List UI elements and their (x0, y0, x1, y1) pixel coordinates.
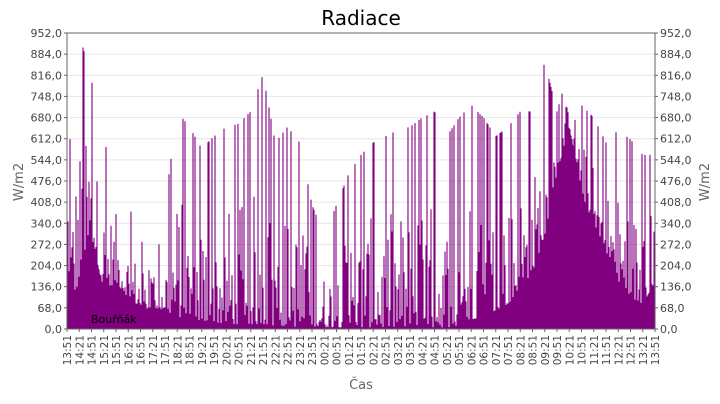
y-tick-label-right: 544,0 (660, 154, 692, 167)
y-tick-label-right: 748,0 (660, 90, 692, 103)
x-axis-label: Čas (349, 377, 373, 393)
y-tick-label-left: 680,0 (31, 112, 63, 125)
x-tick-label: 11:51 (601, 335, 613, 365)
chart-title: Radiace (321, 6, 401, 30)
x-tick-label: 14:51 (87, 335, 99, 365)
x-tick-label: 10:51 (577, 335, 589, 365)
x-tick-label: 08:51 (528, 335, 540, 365)
x-tick-label: 00:51 (332, 335, 344, 365)
x-tick-label: 05:21 (442, 335, 454, 365)
x-tick-label: 19:21 (197, 335, 209, 365)
x-tick-label: 21:21 (246, 335, 258, 365)
x-tick-label: 09:21 (540, 335, 552, 365)
y-tick-label-left: 136,0 (31, 281, 63, 294)
x-tick-label: 18:21 (172, 335, 184, 365)
x-tick-label: 09:51 (552, 335, 564, 365)
x-tick-label: 17:51 (160, 335, 172, 365)
x-tick-label: 10:21 (564, 335, 576, 365)
x-tick-label: 06:51 (479, 335, 491, 365)
x-tick-label: 23:51 (307, 335, 319, 365)
x-tick-label: 03:51 (405, 335, 417, 365)
x-tick-label: 11:21 (589, 335, 601, 365)
x-tick-label: 23:21 (295, 335, 307, 365)
x-tick-label: 01:51 (356, 335, 368, 365)
y-tick-label-left: 68,0 (38, 302, 63, 315)
y-tick-label-right: 816,0 (660, 69, 692, 82)
y-tick-label-left: 272,0 (31, 238, 63, 251)
legend: Bouřňák (72, 313, 137, 326)
y-tick-label-right: 680,0 (660, 112, 692, 125)
x-tick-label: 07:21 (491, 335, 503, 365)
y-tick-label-left: 204,0 (31, 260, 63, 273)
x-tick-label: 22:51 (283, 335, 295, 365)
x-tick-label: 06:21 (466, 335, 478, 365)
x-tick-label: 15:51 (111, 335, 123, 365)
x-tick-label: 20:21 (221, 335, 233, 365)
y-tick-label-right: 204,0 (660, 260, 692, 273)
y-axis-label-right: W/m2 (698, 163, 713, 201)
x-tick-label: 04:51 (430, 335, 442, 365)
series-area (67, 127, 655, 330)
x-tick-label: 13:51 (650, 335, 662, 365)
x-tick-label: 13:51 (62, 335, 74, 365)
legend-swatch (72, 313, 83, 324)
y-tick-label-right: 884,0 (660, 48, 692, 61)
y-axis-label-left: W/m2 (12, 163, 27, 201)
y-tick-label-left: 816,0 (31, 69, 63, 82)
y-tick-label-right: 408,0 (660, 196, 692, 209)
x-tick-label: 18:51 (185, 335, 197, 365)
legend-label: Bouřňák (91, 313, 137, 326)
y-tick-label-right: 0,0 (660, 323, 678, 336)
data-series (66, 47, 656, 330)
x-tick-label: 20:51 (234, 335, 246, 365)
y-tick-label-right: 952,0 (660, 27, 692, 40)
y-tick-label-left: 544,0 (31, 154, 63, 167)
x-tick-label: 22:21 (270, 335, 282, 365)
x-tick-label: 14:21 (74, 335, 86, 365)
y-tick-label-left: 748,0 (31, 90, 63, 103)
y-tick-label-left: 340,0 (31, 217, 63, 230)
x-tick-label: 08:21 (515, 335, 527, 365)
y-tick-label-right: 476,0 (660, 175, 692, 188)
x-tick-label: 12:21 (613, 335, 625, 365)
x-tick-label: 02:51 (381, 335, 393, 365)
y-tick-label-left: 476,0 (31, 175, 63, 188)
x-tick-label: 01:21 (344, 335, 356, 365)
y-tick-label-right: 136,0 (660, 281, 692, 294)
x-tick-label: 19:51 (209, 335, 221, 365)
y-tick-label-left: 884,0 (31, 48, 63, 61)
y-tick-label-right: 612,0 (660, 133, 692, 146)
x-tick-label: 16:51 (136, 335, 148, 365)
x-tick-label: 05:51 (454, 335, 466, 365)
x-tick-label: 16:21 (123, 335, 135, 365)
y-tick-label-left: 952,0 (31, 27, 63, 40)
x-tick-label: 13:21 (638, 335, 650, 365)
x-tick-label: 00:21 (319, 335, 331, 365)
x-tick-label: 17:21 (148, 335, 160, 365)
y-tick-label-left: 0,0 (45, 323, 63, 336)
y-tick-labels: 0,0 0,0 68,0 68,0 136,0 136,0 204,0 204,0 272,0 2… (31, 27, 692, 336)
y-tick-label-right: 340,0 (660, 217, 692, 230)
x-tick-label: 21:51 (258, 335, 270, 365)
x-tick-label: 07:51 (503, 335, 515, 365)
x-tick-labels: 13:51 14:21 14:51 15:21 15:51 16:21 16:51 17:21… (62, 329, 662, 365)
x-tick-label: 15:21 (99, 335, 111, 365)
x-tick-label: 03:21 (393, 335, 405, 365)
y-tick-label-right: 68,0 (660, 302, 685, 315)
y-tick-label-left: 612,0 (31, 133, 63, 146)
y-tick-label-left: 408,0 (31, 196, 63, 209)
x-tick-label: 02:21 (368, 335, 380, 365)
x-tick-label: 12:51 (626, 335, 638, 365)
y-tick-label-right: 272,0 (660, 238, 692, 251)
x-tick-label: 04:21 (417, 335, 429, 365)
